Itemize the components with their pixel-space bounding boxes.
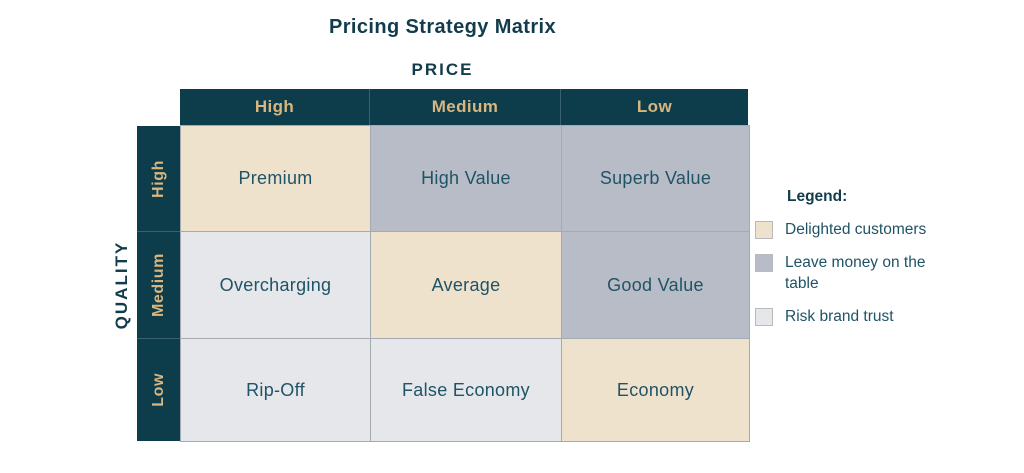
legend: Legend: Delighted customers Leave money … xyxy=(755,188,965,341)
matrix-cell: High Value xyxy=(371,126,561,231)
column-header-row: High Medium Low xyxy=(180,89,748,125)
matrix-cell: Superb Value xyxy=(562,126,749,231)
matrix-cell: Premium xyxy=(181,126,370,231)
matrix-cell: Good Value xyxy=(562,232,749,338)
matrix-cell: Economy xyxy=(562,339,749,441)
legend-item-label: Risk brand trust xyxy=(785,308,894,326)
row-header-label: Low xyxy=(149,373,167,407)
column-header-high: High xyxy=(180,89,369,125)
legend-item: Risk brand trust xyxy=(755,307,965,327)
row-header-label: High xyxy=(149,159,167,198)
row-header-high: High xyxy=(137,126,180,231)
matrix-cell: Rip-Off xyxy=(181,339,370,441)
cell-label: Economy xyxy=(616,379,695,400)
matrix-cell: Average xyxy=(371,232,561,338)
cell-label: High Value xyxy=(421,168,511,188)
cell-label: Overcharging xyxy=(219,274,332,295)
column-header-medium: Medium xyxy=(370,89,560,125)
legend-swatch-risk-brand-trust xyxy=(755,308,773,327)
cell-label: False Economy xyxy=(402,379,530,400)
price-axis-label: PRICE xyxy=(411,60,474,79)
cell-label: Premium xyxy=(238,168,313,188)
legend-title: Legend: xyxy=(787,188,848,205)
cell-label: Good Value xyxy=(607,274,704,295)
legend-item: Leave money on the table xyxy=(755,253,965,294)
legend-item: Delighted customers xyxy=(755,220,965,240)
cell-label: Average xyxy=(431,274,501,295)
row-header-column: High Medium Low xyxy=(137,126,180,441)
row-header-label: Medium xyxy=(149,252,167,318)
page-title: Pricing Strategy Matrix xyxy=(328,16,557,38)
matrix-grid: Premium High Value Superb Value Overchar… xyxy=(180,125,750,442)
matrix-cell: False Economy xyxy=(371,339,561,441)
row-header-low: Low xyxy=(137,339,180,441)
column-header-low: Low xyxy=(561,89,748,125)
quality-axis-label: QUALITY xyxy=(112,240,131,330)
legend-swatch-delighted-customers xyxy=(755,221,773,239)
cell-label: Superb Value xyxy=(599,168,712,188)
legend-swatch-leave-money-on-the-table xyxy=(755,254,773,273)
cell-label: Rip-Off xyxy=(246,379,305,400)
legend-item-label: Leave money on the table xyxy=(785,254,926,292)
row-header-medium: Medium xyxy=(137,232,180,338)
matrix-cell: Overcharging xyxy=(181,232,370,338)
legend-item-label: Delighted customers xyxy=(785,221,927,238)
